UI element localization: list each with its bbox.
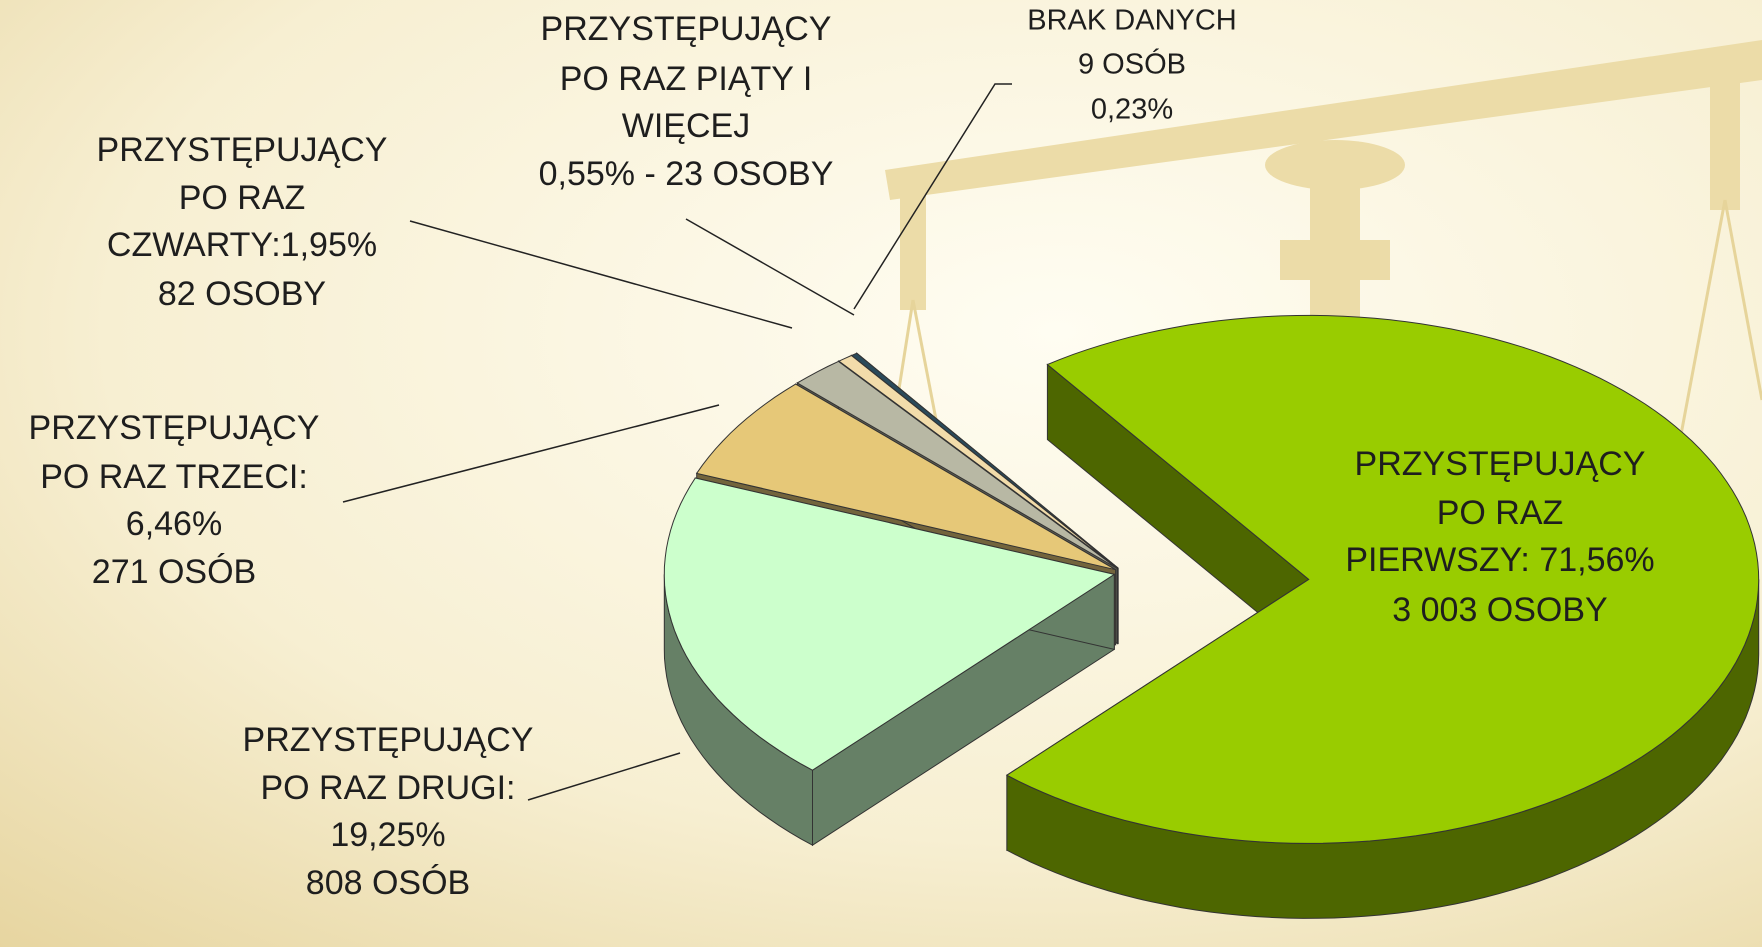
slice-label: 19,25%	[330, 816, 445, 854]
slice-label: PIERWSZY: 71,56%	[1345, 541, 1654, 579]
slice-label: BRAK DANYCH	[1027, 5, 1237, 37]
slice-label: CZWARTY:1,95%	[107, 226, 377, 264]
slice-label: 0,55% - 23 OSOBY	[539, 155, 834, 193]
slice-label: PRZYSTĘPUJĄCY	[29, 409, 320, 447]
slice-label: 9 OSÓB	[1078, 48, 1186, 81]
slice-label: PO RAZ PIĄTY I	[560, 60, 813, 98]
slice-label: PO RAZ	[1437, 494, 1564, 532]
slice-label: PRZYSTĘPUJĄCY	[97, 131, 388, 169]
slice-label: 271 OSÓB	[92, 553, 256, 591]
slice-label: 82 OSOBY	[158, 275, 326, 313]
slice-label: 6,46%	[126, 505, 222, 543]
slice-label: 3 003 OSOBY	[1392, 591, 1607, 629]
slice-label: WIĘCEJ	[622, 107, 750, 145]
slice-label: 0,23%	[1091, 94, 1173, 126]
slice-label: PRZYSTĘPUJĄCY	[1355, 445, 1646, 483]
slice-label: PO RAZ DRUGI:	[260, 769, 515, 807]
slice-label: PRZYSTĘPUJĄCY	[243, 721, 534, 759]
page: {"chart_data": {"type": "pie", "labels":…	[0, 0, 1762, 947]
slice-label: PO RAZ TRZECI:	[40, 458, 308, 496]
chart: PRZYSTĘPUJĄCY PO RAZ PIERWSZY: 71,56% 3 003…	[0, 0, 1762, 947]
slice-label: PO RAZ	[179, 179, 306, 217]
slice-label: 808 OSÓB	[306, 864, 470, 902]
slice-label: PRZYSTĘPUJĄCY	[541, 10, 832, 48]
